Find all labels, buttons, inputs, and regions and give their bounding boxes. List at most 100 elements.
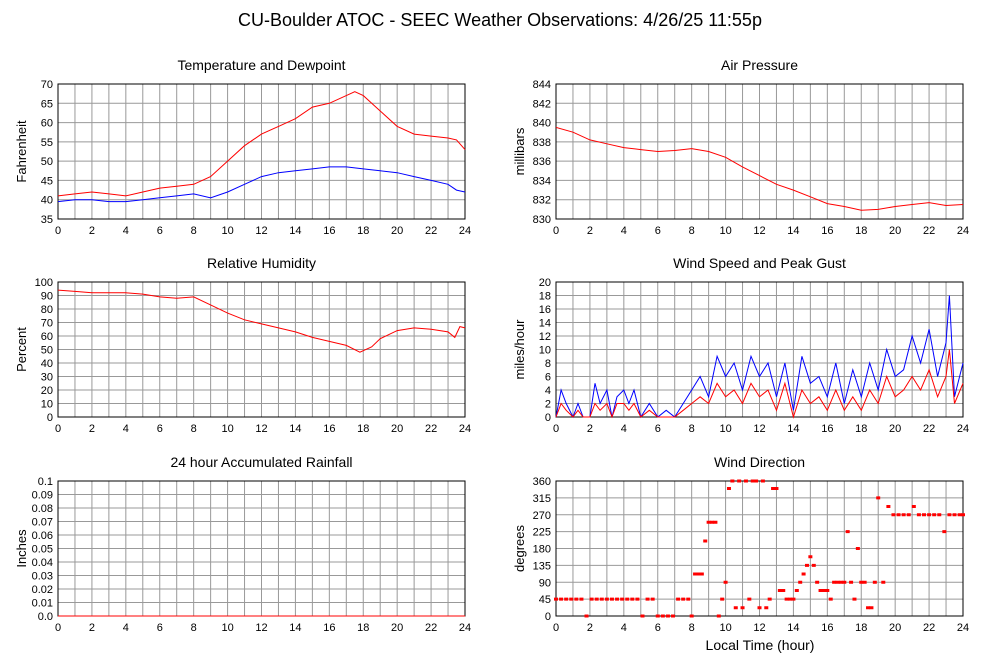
x-tick-label: 20	[889, 622, 901, 634]
y-tick-label: 40	[41, 358, 53, 370]
x-tick-label: 4	[123, 622, 129, 634]
x-tick-label: 14	[787, 423, 799, 435]
x-tick-label: 22	[425, 225, 437, 237]
data-point	[788, 597, 793, 601]
data-point	[710, 520, 715, 524]
data-point	[665, 614, 670, 618]
y-tick-label: 844	[533, 79, 551, 91]
data-point	[635, 597, 640, 601]
data-point	[891, 513, 896, 517]
x-tick-label: 2	[89, 225, 95, 237]
x-tick-label: 2	[587, 225, 593, 237]
y-tick-label: 315	[533, 493, 551, 505]
data-point	[743, 479, 748, 483]
series-line-1	[555, 349, 964, 419]
y-tick-label: 4	[545, 385, 551, 397]
data-point	[589, 597, 594, 601]
x-tick-label: 8	[191, 622, 197, 634]
x-tick-label: 24	[957, 622, 969, 634]
series-line-0	[555, 295, 964, 419]
x-tick-label: 6	[157, 423, 163, 435]
y-tick-label: 10	[41, 399, 53, 411]
y-tick-label: 45	[539, 594, 551, 606]
y-tick-label: 270	[533, 510, 551, 522]
x-tick-label: 24	[957, 423, 969, 435]
chart-title: Relative Humidity	[207, 255, 316, 271]
y-axis-label: degrees	[512, 525, 527, 572]
y-tick-label: 0.05	[32, 544, 53, 556]
data-point	[681, 597, 686, 601]
x-tick-label: 2	[89, 423, 95, 435]
y-tick-label: 180	[533, 544, 551, 556]
data-point	[754, 479, 759, 483]
data-point	[599, 597, 604, 601]
data-point	[609, 597, 614, 601]
data-point	[927, 513, 932, 517]
x-tick-label: 2	[587, 423, 593, 435]
y-axis-label: Fahrenheit	[14, 120, 29, 183]
x-tick-label: 12	[255, 225, 267, 237]
data-point	[862, 580, 867, 584]
x-tick-label: 2	[587, 622, 593, 634]
y-tick-label: 0	[47, 412, 53, 424]
data-point	[906, 513, 911, 517]
data-point	[693, 572, 698, 576]
y-tick-label: 45	[41, 175, 53, 187]
y-tick-label: 0.07	[32, 517, 53, 529]
chart-title: Temperature and Dewpoint	[177, 57, 345, 73]
data-point	[869, 606, 874, 610]
data-point	[559, 597, 564, 601]
accumulated-rainfall-chart: 24 hour Accumulated RainfallInches0.00.0…	[14, 454, 471, 634]
data-point	[671, 614, 676, 618]
y-tick-label: 830	[533, 214, 551, 226]
x-tick-label: 8	[689, 225, 695, 237]
x-tick-label: 4	[621, 622, 627, 634]
x-tick-label: 0	[553, 423, 559, 435]
x-tick-label: 14	[787, 622, 799, 634]
y-tick-label: 0.1	[38, 476, 53, 488]
x-tick-label: 20	[391, 225, 403, 237]
x-tick-label: 0	[55, 225, 61, 237]
data-point	[784, 597, 789, 601]
y-tick-label: 360	[533, 476, 551, 488]
data-point	[947, 513, 952, 517]
y-tick-label: 0.03	[32, 571, 53, 583]
y-tick-label: 35	[41, 214, 53, 226]
series-line-0	[57, 289, 466, 353]
series-line-1	[57, 166, 466, 203]
x-tick-label: 18	[855, 423, 867, 435]
data-point	[842, 580, 847, 584]
y-tick-label: 50	[41, 156, 53, 168]
x-tick-label: 20	[391, 423, 403, 435]
y-tick-label: 0.01	[32, 598, 53, 610]
y-tick-label: 838	[533, 137, 551, 149]
data-point	[686, 597, 691, 601]
data-point	[932, 513, 937, 517]
data-point	[713, 520, 718, 524]
y-tick-label: 70	[41, 79, 53, 91]
x-tick-label: 8	[191, 423, 197, 435]
x-tick-label: 4	[123, 225, 129, 237]
x-tick-label: 18	[357, 622, 369, 634]
chart-title: Wind Direction	[714, 454, 805, 470]
data-point	[838, 580, 843, 584]
data-point	[866, 606, 871, 610]
temperature-dewpoint-chart: Temperature and DewpointFahrenheit354045…	[14, 57, 471, 237]
x-tick-label: 14	[289, 622, 301, 634]
x-tick-label: 18	[855, 225, 867, 237]
data-point	[726, 487, 731, 490]
y-tick-label: 90	[41, 291, 53, 303]
x-tick-label: 10	[221, 622, 233, 634]
data-point	[737, 479, 742, 483]
y-axis-label: millibars	[512, 127, 527, 175]
x-tick-label: 16	[821, 423, 833, 435]
plot-frame	[555, 83, 964, 220]
x-tick-label: 6	[157, 622, 163, 634]
series-line-0	[555, 126, 964, 211]
plot-frame	[555, 281, 964, 418]
data-point	[937, 513, 942, 517]
data-point	[815, 580, 820, 584]
data-point	[942, 530, 947, 534]
x-tick-label: 14	[289, 225, 301, 237]
